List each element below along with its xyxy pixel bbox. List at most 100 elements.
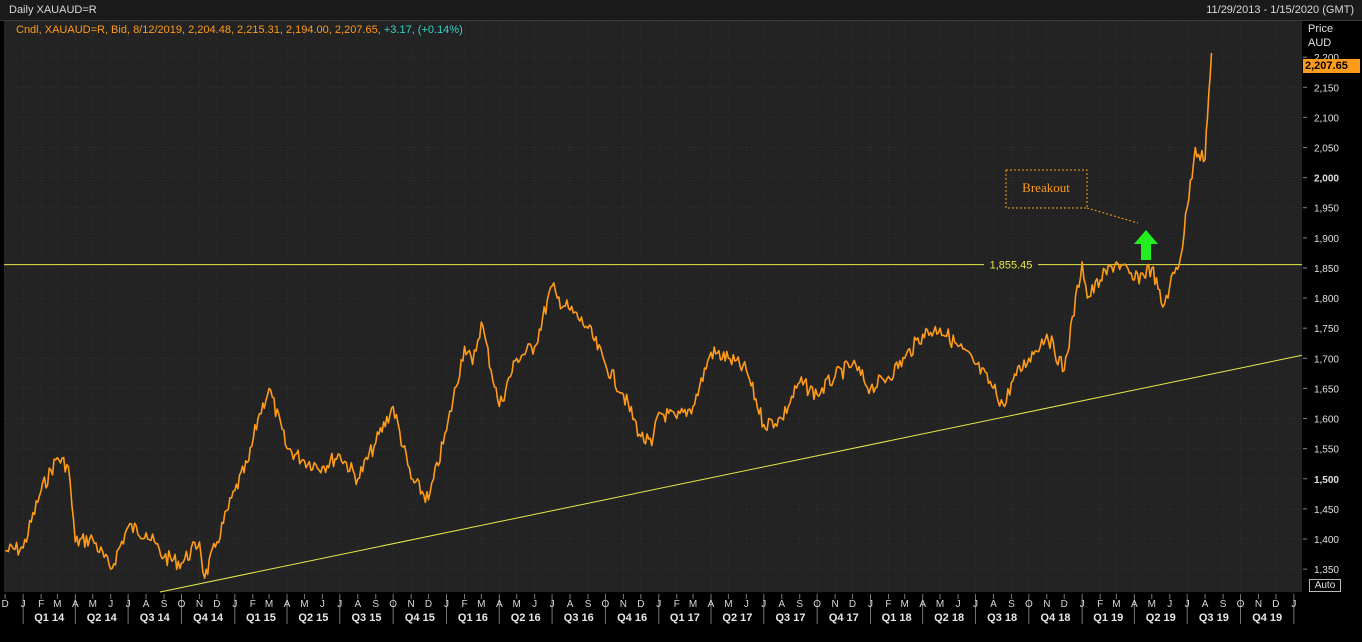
month-tick-label: M	[477, 599, 485, 610]
month-tick-label: A	[778, 599, 785, 610]
series-change-text: +3.17, (+0.14%)	[383, 24, 463, 36]
title-bar: Daily XAUAUD=R 11/29/2013 - 1/15/2020 (G…	[0, 0, 1362, 21]
month-tick-label: M	[1112, 599, 1120, 610]
quarter-tick-label: Q2 18	[934, 612, 964, 624]
series-legend: Cndl, XAUAUD=R, Bid, 8/12/2019, 2,204.48…	[16, 24, 463, 36]
month-tick-label: F	[250, 599, 256, 610]
y-axis-ticks: 1,350 1,400 1,450 1,500 1,550 1,600 1,650 1,700…	[1303, 53, 1339, 576]
month-tick-label: S	[796, 599, 803, 610]
month-tick-label: J	[656, 599, 661, 610]
quarter-tick-label: Q3 17	[775, 612, 805, 624]
month-tick-label: S	[1220, 599, 1227, 610]
month-tick-label: M	[300, 599, 308, 610]
month-tick-label: S	[372, 599, 379, 610]
y-tick-label: 1,800	[1314, 294, 1339, 305]
y-tick-label: 1,900	[1314, 234, 1339, 245]
month-tick-label: O	[813, 599, 821, 610]
plot-area[interactable]	[4, 21, 1302, 592]
month-tick-label: A	[284, 599, 291, 610]
quarter-tick-label: Q4 19	[1252, 612, 1282, 624]
x-axis-panel[interactable]	[0, 593, 1362, 642]
month-tick-label: J	[956, 599, 961, 610]
month-tick-label: S	[585, 599, 592, 610]
month-tick-label: J	[126, 599, 131, 610]
y-tick-label: 2,000	[1314, 174, 1339, 185]
month-tick-label: N	[196, 599, 203, 610]
y-axis-panel[interactable]	[1303, 21, 1362, 592]
month-tick-label: F	[1097, 599, 1103, 610]
month-tick-label: A	[354, 599, 361, 610]
y-tick-label: 1,850	[1314, 264, 1339, 275]
month-tick-label: J	[761, 599, 766, 610]
month-tick-label: A	[919, 599, 926, 610]
month-tick-label: S	[161, 599, 168, 610]
quarter-tick-label: Q3 14	[140, 612, 171, 624]
quarter-tick-label: Q2 16	[511, 612, 541, 624]
month-tick-label: N	[408, 599, 415, 610]
month-tick-label: N	[1043, 599, 1050, 610]
month-tick-label: A	[496, 599, 503, 610]
month-tick-label: N	[620, 599, 627, 610]
quarter-tick-label: Q4 16	[617, 612, 647, 624]
month-tick-label: M	[901, 599, 909, 610]
month-tick-label: J	[108, 599, 113, 610]
month-tick-label: D	[1272, 599, 1279, 610]
month-tick-label: J	[21, 599, 26, 610]
quarter-tick-label: Q2 17	[722, 612, 752, 624]
month-tick-label: D	[849, 599, 856, 610]
series-info-text: Cndl, XAUAUD=R, Bid, 8/12/2019, 2,204.48…	[16, 24, 381, 36]
quarter-tick-label: Q4 15	[405, 612, 435, 624]
month-tick-label: J	[868, 599, 873, 610]
month-tick-label: M	[1148, 599, 1156, 610]
month-tick-label: A	[1131, 599, 1138, 610]
y-tick-label: 1,600	[1314, 415, 1339, 426]
y-tick-label: 1,700	[1314, 354, 1339, 365]
month-tick-label: M	[689, 599, 697, 610]
quarter-tick-label: Q2 14	[87, 612, 118, 624]
quarter-tick-label: Q4 14	[193, 612, 224, 624]
quarter-tick-label: Q3 16	[564, 612, 594, 624]
chart-title: Daily XAUAUD=R	[9, 4, 97, 16]
month-tick-label: D	[213, 599, 220, 610]
month-tick-label: D	[1061, 599, 1068, 610]
date-range-label[interactable]: 11/29/2013 - 1/15/2020 (GMT)	[1206, 4, 1354, 16]
quarter-tick-label: Q4 17	[829, 612, 859, 624]
month-tick-label: J	[232, 599, 237, 610]
month-tick-label: A	[567, 599, 574, 610]
y-tick-label: 2,050	[1314, 143, 1339, 154]
month-tick-label: F	[38, 599, 44, 610]
quarter-tick-label: Q1 17	[670, 612, 700, 624]
month-tick-label: N	[831, 599, 838, 610]
month-tick-label: J	[337, 599, 342, 610]
annotation-text: Breakout	[1022, 180, 1070, 195]
y-tick-label: 2,200	[1314, 53, 1339, 64]
month-tick-label: A	[72, 599, 79, 610]
month-tick-label: J	[532, 599, 537, 610]
y-tick-label: 1,350	[1314, 565, 1339, 576]
month-tick-label: F	[885, 599, 891, 610]
y-tick-label: 1,500	[1314, 475, 1339, 486]
month-tick-label: M	[936, 599, 944, 610]
breakout-arrow-icon	[1134, 230, 1158, 260]
month-tick-label: J	[1185, 599, 1190, 610]
y-axis-label-price: Price	[1308, 23, 1334, 35]
y-tick-label: 1,550	[1314, 445, 1339, 456]
auto-scale-button[interactable]: Auto	[1309, 579, 1341, 592]
month-tick-label: J	[444, 599, 449, 610]
month-tick-label: M	[265, 599, 273, 610]
support-trend-line	[159, 354, 1303, 593]
month-tick-label: O	[602, 599, 610, 610]
month-tick-label: J	[973, 599, 978, 610]
month-tick-label: J	[1291, 599, 1296, 610]
quarter-tick-label: Q2 19	[1146, 612, 1176, 624]
y-tick-label: 1,450	[1314, 505, 1339, 516]
month-tick-label: O	[1025, 599, 1033, 610]
month-tick-label: J	[1080, 599, 1085, 610]
month-tick-label: N	[1255, 599, 1262, 610]
month-tick-label: D	[425, 599, 432, 610]
quarter-tick-label: Q1 16	[458, 612, 488, 624]
quarter-tick-label: Q3 19	[1199, 612, 1229, 624]
